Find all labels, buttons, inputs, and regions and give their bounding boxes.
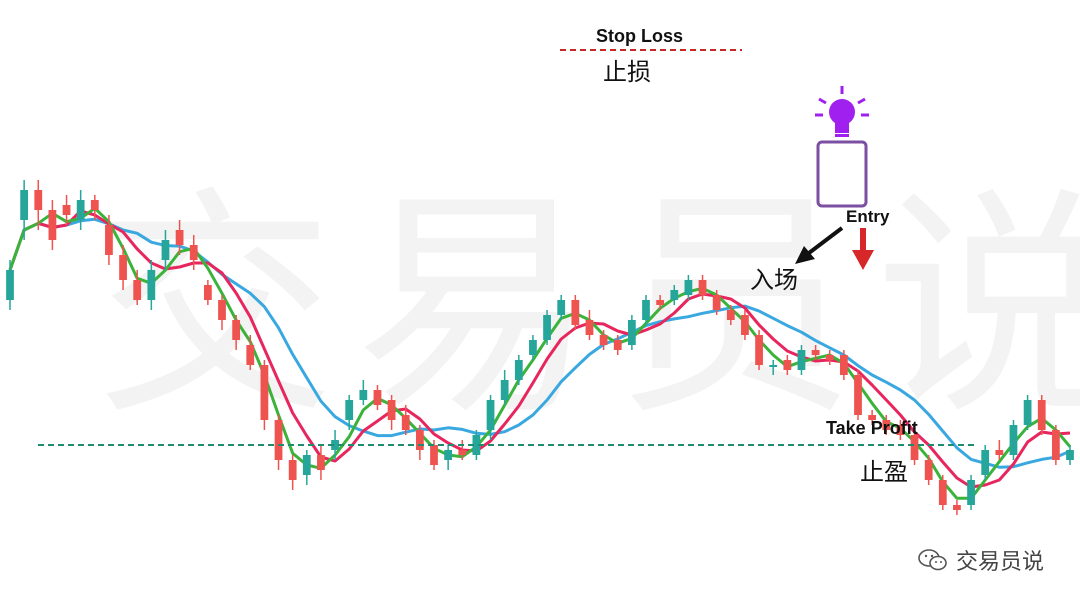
candle-body <box>938 480 947 505</box>
candle-body <box>698 280 707 295</box>
candle-body <box>458 450 467 455</box>
candle-body <box>218 300 226 320</box>
candle-body <box>514 360 523 380</box>
entry-arrow-icon <box>795 226 844 264</box>
candle-body <box>161 240 170 260</box>
candle-body <box>486 400 495 430</box>
candle-body <box>76 200 85 220</box>
candle-body <box>1037 400 1046 430</box>
candle-body <box>910 435 919 460</box>
candle-body <box>189 245 198 260</box>
candle-body <box>712 295 721 310</box>
take-profit-cn-label: 止盈 <box>860 458 908 486</box>
take-profit-label: Take Profit <box>826 418 918 438</box>
candle-body <box>543 315 551 340</box>
candle-body <box>797 350 806 370</box>
candle-body <box>839 355 848 375</box>
candle-body <box>613 340 622 350</box>
moving-averages <box>8 206 1072 500</box>
candle-body <box>529 340 537 355</box>
candle-body <box>246 345 255 365</box>
candle-body <box>302 455 311 475</box>
footer-brand: 交易员说 <box>918 544 1044 576</box>
entry-highlight-box <box>816 140 868 208</box>
candle-body <box>1023 400 1032 425</box>
candle-body <box>34 190 43 210</box>
wechat-icon <box>918 549 947 571</box>
candle-body <box>48 210 57 240</box>
candle-body <box>20 190 29 220</box>
candle-body <box>981 450 990 475</box>
candle-body <box>557 300 566 315</box>
candle-body <box>967 480 975 505</box>
candle-body <box>133 280 142 300</box>
candle-body <box>755 335 763 365</box>
entry-cn-label: 入场 <box>750 266 798 294</box>
candle-body <box>345 400 354 420</box>
candle-body <box>260 365 269 420</box>
candle-body <box>175 230 184 245</box>
candles <box>6 180 1074 515</box>
ma-mid-line <box>8 209 1071 489</box>
candle-body <box>585 320 594 335</box>
candle-body <box>500 380 509 400</box>
candle-body <box>1009 425 1018 455</box>
candle-body <box>599 335 608 345</box>
candle-body <box>995 450 1004 455</box>
candle-body <box>868 415 877 420</box>
stop-loss-label: Stop Loss <box>596 26 683 46</box>
candle-body <box>203 285 212 300</box>
candle-body <box>627 320 636 345</box>
candle-body <box>317 455 325 470</box>
candle-body <box>147 270 156 300</box>
candle-body <box>232 320 241 340</box>
candle-body <box>684 280 693 295</box>
candle-body <box>274 420 283 460</box>
candle-body <box>373 390 382 405</box>
candle-body <box>741 315 749 335</box>
candle-body <box>769 365 778 367</box>
candle-body <box>1051 430 1060 460</box>
candle-body <box>387 400 396 420</box>
candle-body <box>882 420 891 430</box>
entry-label: Entry <box>846 207 890 226</box>
candle-body <box>726 310 735 320</box>
candle-body <box>1066 450 1074 460</box>
candle-body <box>656 300 665 305</box>
candle-body <box>444 450 453 460</box>
candle-body <box>825 355 834 360</box>
candle-body <box>571 300 580 325</box>
candle-body <box>359 390 368 400</box>
candle-body <box>472 435 481 455</box>
candle-body <box>415 430 424 450</box>
candle-body <box>430 445 438 465</box>
candle-body <box>670 290 679 300</box>
candle-body <box>401 415 410 430</box>
candle-body <box>953 505 961 510</box>
stop-loss-cn-label: 止损 <box>603 58 651 86</box>
candle-body <box>924 460 933 480</box>
candle-body <box>854 375 862 415</box>
candle-body <box>288 460 297 480</box>
candle-body <box>105 225 113 255</box>
candle-body <box>642 300 650 320</box>
candle-body <box>6 270 14 300</box>
candle-body <box>119 255 127 280</box>
candle-body <box>896 425 905 435</box>
ma-fast-line <box>8 206 1072 500</box>
candle-body <box>811 350 820 355</box>
candle-body <box>62 205 71 215</box>
down-arrow-icon <box>852 228 874 270</box>
footer-brand-text: 交易员说 <box>955 550 1044 575</box>
candle-body <box>90 200 99 210</box>
candle-body <box>331 440 339 450</box>
lightbulb-icon <box>815 86 869 137</box>
candle-body <box>783 360 792 370</box>
